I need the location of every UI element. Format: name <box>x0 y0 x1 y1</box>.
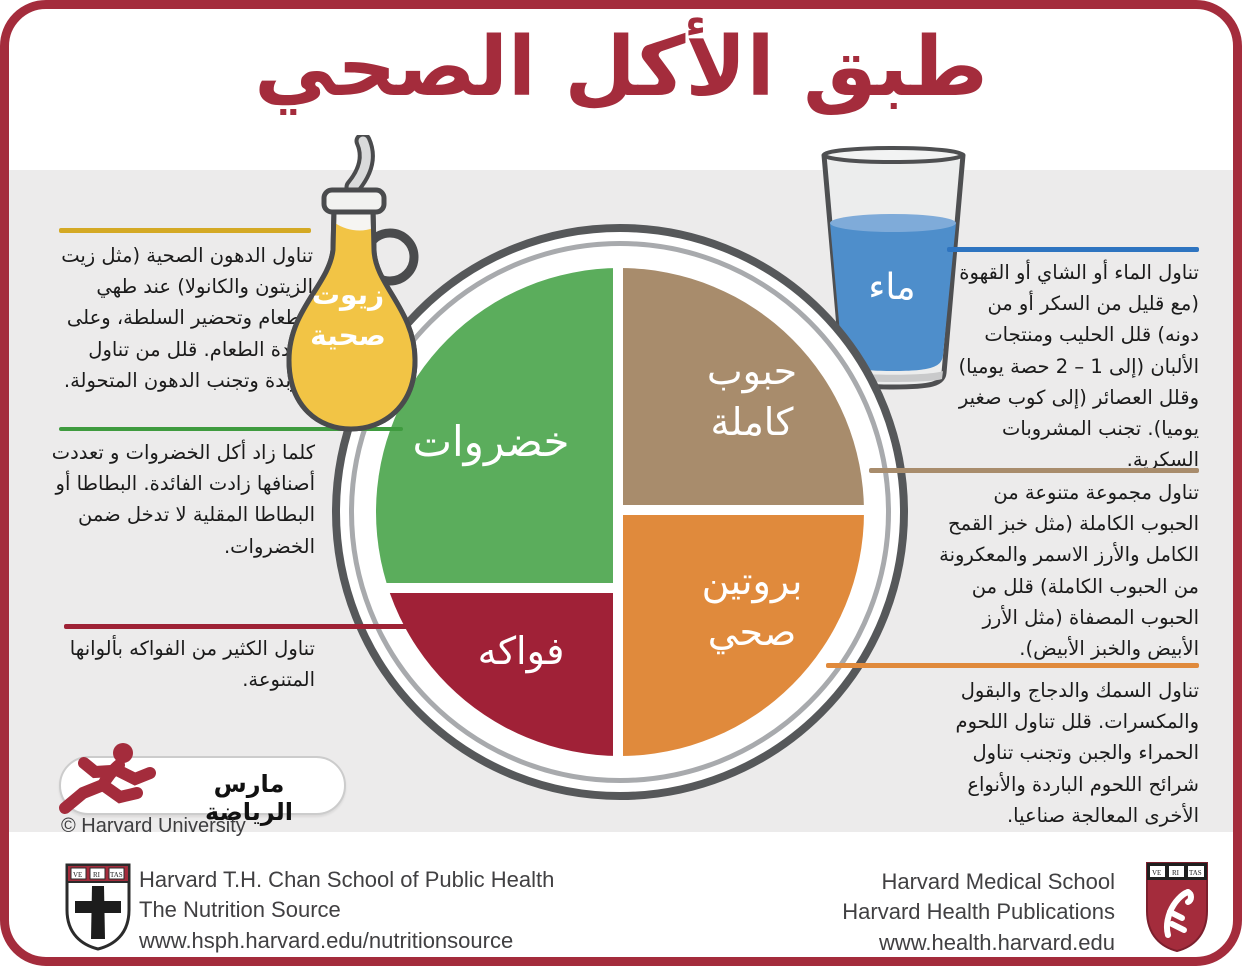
plate: خضروات فواكه حبوب كاملة بروتين صحي <box>332 224 908 800</box>
footer-right-line3: www.health.harvard.edu <box>878 929 1115 955</box>
plate-silver-ring <box>349 241 891 783</box>
footer-right-line2: Harvard Health Publications <box>842 899 1115 925</box>
vegetables-label: خضروات <box>412 417 570 466</box>
protein-note: تناول السمك والدجاج والبقول والمكسرات. ق… <box>955 679 1199 827</box>
svg-text:VE: VE <box>1152 869 1161 877</box>
vegetables-note: كلما زاد أكل الخضروات و تعددت أصنافها زا… <box>51 441 315 558</box>
plate-food-area: خضروات فواكه حبوب كاملة بروتين صحي <box>376 268 864 756</box>
copyright-text: © Harvard University <box>61 815 246 837</box>
svg-text:TAS: TAS <box>110 871 123 879</box>
runner-icon <box>59 743 156 814</box>
grains-connector-line <box>869 468 1199 473</box>
hms-shield-logo: VE RI TAS <box>1146 862 1208 953</box>
hsph-shield-logo: VE RI TAS <box>65 863 131 951</box>
oil-connector-line <box>59 228 311 233</box>
fruits-note: تناول الكثير من الفواكه بألوانها المتنوع… <box>69 637 315 692</box>
water-connector-line <box>947 247 1199 252</box>
fruits-connector-line <box>64 624 409 629</box>
protein-section <box>623 515 864 756</box>
footer-left-block: Harvard T.H. Chan School of Public Healt… <box>139 865 554 956</box>
fruits-section <box>376 593 613 756</box>
footer-left-line1: Harvard T.H. Chan School of Public Healt… <box>139 867 555 892</box>
footer-right-block: Harvard Medical School Harvard Health Pu… <box>842 867 1115 957</box>
footer-left-line3: www.hsph.harvard.edu/nutritionsource <box>139 927 514 953</box>
grains-note: تناول مجموعة متنوعة من الحبوب الكاملة (م… <box>939 481 1199 660</box>
svg-text:TAS: TAS <box>1189 869 1202 877</box>
water-note: تناول الماء أو الشاي أو القهوة (مع قليل … <box>958 261 1199 472</box>
footer-left-line2: The Nutrition Source <box>139 897 341 923</box>
svg-text:RI: RI <box>1172 869 1180 877</box>
svg-text:VE: VE <box>73 871 82 879</box>
fruits-label: فواكه <box>477 629 565 673</box>
vegetables-connector-line <box>59 427 403 431</box>
vegetables-section <box>376 268 613 583</box>
protein-label: بروتين صحي <box>701 559 803 655</box>
oil-note: تناول الدهون الصحية (مثل زيت الزيتون وال… <box>61 244 313 392</box>
oil-bottle-icon <box>286 135 419 432</box>
exercise-badge-label: مارس الرياضة <box>205 770 293 826</box>
grains-label: حبوب كاملة <box>706 349 798 445</box>
poster-title: طبق الأكل الصحي <box>254 20 988 115</box>
water-glass-label: ماء <box>868 267 916 308</box>
oil-bottle-label: زيوت صحية <box>310 278 386 352</box>
svg-text:RI: RI <box>93 871 101 879</box>
footer-right-line1: Harvard Medical School <box>881 869 1115 894</box>
protein-connector-line <box>826 663 1199 668</box>
grains-section <box>623 268 864 505</box>
